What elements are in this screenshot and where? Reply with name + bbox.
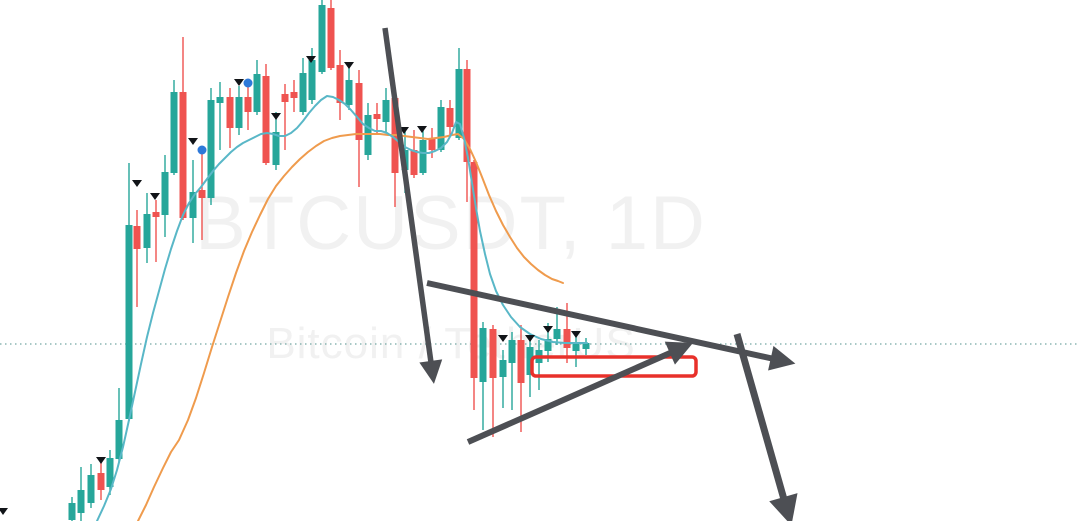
lower-trendline-arrow: [466, 341, 693, 445]
breakdown-arrow: [733, 333, 798, 521]
blue-dot-markers: [197, 78, 253, 155]
upper-trendline-arrow: [426, 280, 796, 371]
big-down-arrow: [382, 27, 443, 384]
highlight-rectangle[interactable]: [530, 355, 698, 378]
ma-slow-line[interactable]: [137, 133, 564, 521]
sell-signal-markers: [0, 56, 581, 515]
candlestick-series[interactable]: [68, 0, 590, 521]
arrow-annotations[interactable]: [382, 27, 798, 521]
ma-fast-line[interactable]: [96, 95, 588, 521]
